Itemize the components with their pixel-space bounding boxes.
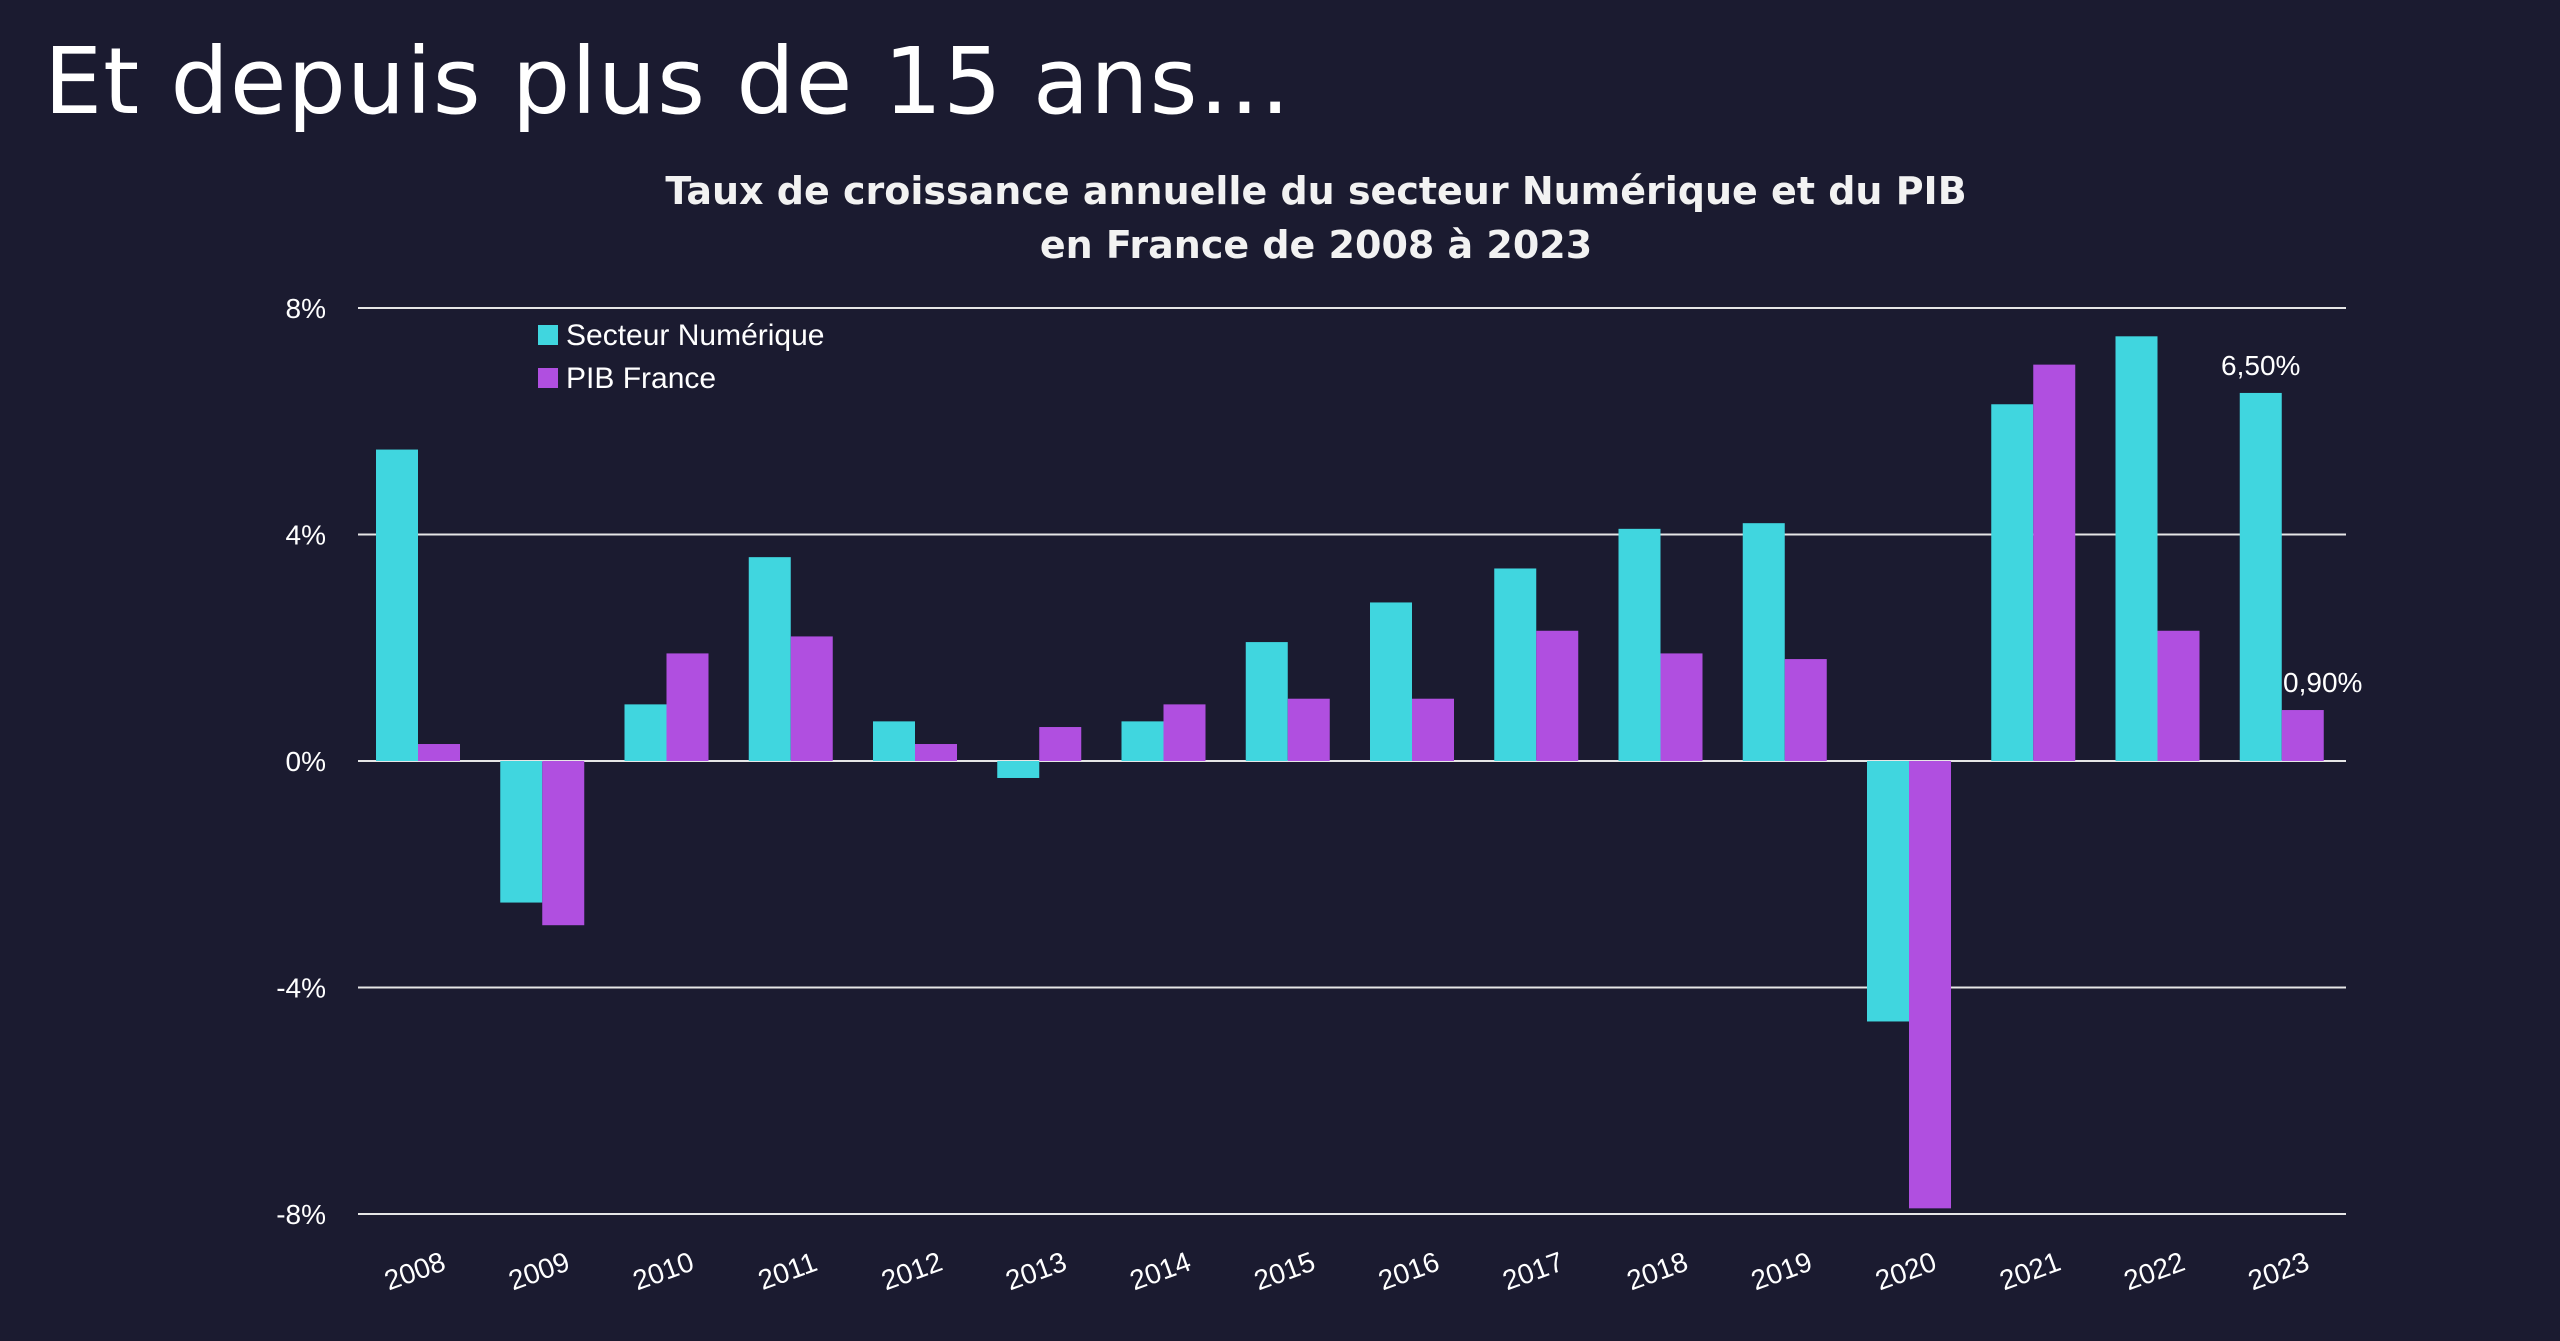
bar-pib-2020 — [1909, 761, 1951, 1209]
bars — [376, 336, 2324, 1209]
bar-numerique-2020 — [1867, 761, 1909, 1022]
bar-pib-2011 — [790, 636, 833, 761]
bar-numerique-2015 — [1245, 642, 1288, 761]
legend: Secteur Numérique PIB France — [538, 319, 824, 395]
bar-numerique-2014 — [1121, 721, 1164, 761]
x-tick-label: 2015 — [1250, 1246, 1319, 1296]
bar-numerique-2013 — [997, 761, 1040, 778]
bar-pib-2018 — [1660, 653, 1703, 761]
bar-pib-2019 — [1784, 659, 1827, 761]
bar-pib-2015 — [1287, 698, 1330, 761]
x-tick-label: 2014 — [1126, 1246, 1195, 1296]
legend-label: PIB France — [566, 362, 716, 395]
bar-pib-2013 — [1039, 727, 1082, 761]
y-tick-label: 0% — [286, 746, 326, 777]
data-label: 6,50% — [2221, 350, 2300, 381]
y-tick-label: -4% — [276, 973, 326, 1004]
y-axis: 8% 4% 0% -4% -8% — [276, 293, 326, 1230]
x-axis: 2008 2009 2010 2011 2012 2013 2014 2015 2016 2017… — [380, 1246, 2313, 1296]
x-tick-label: 2023 — [2244, 1246, 2313, 1296]
chart-title-line-2: en France de 2008 à 2023 — [1040, 223, 1592, 267]
bar-numerique-2019 — [1742, 523, 1785, 761]
y-tick-label: 4% — [286, 520, 326, 551]
bar-numerique-2023 — [2239, 392, 2282, 761]
legend-swatch — [538, 368, 558, 388]
y-tick-label: -8% — [276, 1199, 326, 1230]
y-tick-label: 8% — [286, 293, 326, 324]
x-tick-label: 2019 — [1747, 1246, 1816, 1296]
data-label: 0,90% — [2283, 667, 2362, 698]
bar-numerique-2022 — [2115, 336, 2158, 761]
bar-numerique-2012 — [873, 721, 915, 761]
x-tick-label: 2008 — [380, 1246, 449, 1296]
x-tick-label: 2016 — [1374, 1246, 1443, 1296]
bar-pib-2014 — [1163, 704, 1206, 761]
x-tick-label: 2017 — [1498, 1246, 1567, 1296]
bar-numerique-2010 — [624, 704, 667, 761]
x-tick-label: 2018 — [1623, 1246, 1692, 1296]
bar-numerique-2008 — [376, 449, 418, 761]
x-tick-label: 2021 — [1995, 1246, 2064, 1296]
bar-numerique-2021 — [1991, 404, 2034, 761]
x-tick-label: 2020 — [1871, 1246, 1940, 1296]
bar-pib-2012 — [915, 744, 957, 761]
bar-pib-2010 — [666, 653, 709, 761]
bar-numerique-2011 — [748, 557, 791, 761]
bar-pib-2022 — [2157, 630, 2200, 761]
x-tick-label: 2011 — [754, 1246, 821, 1296]
x-tick-label: 2013 — [1001, 1246, 1070, 1296]
bar-numerique-2009 — [500, 761, 543, 903]
bar-numerique-2017 — [1494, 568, 1537, 761]
bar-pib-2017 — [1536, 630, 1579, 761]
x-tick-label: 2012 — [877, 1246, 946, 1296]
legend-label: Secteur Numérique — [566, 319, 824, 352]
data-labels: 6,50% 0,90% — [2221, 350, 2362, 698]
bar-numerique-2018 — [1618, 528, 1661, 761]
bar-pib-2021 — [2033, 364, 2076, 761]
x-tick-label: 2022 — [2120, 1246, 2189, 1296]
legend-swatch — [538, 325, 558, 345]
bar-numerique-2016 — [1370, 602, 1412, 761]
x-tick-label: 2010 — [629, 1246, 698, 1296]
chart-title-line-1: Taux de croissance annuelle du secteur N… — [665, 169, 1966, 213]
bar-pib-2008 — [418, 744, 460, 761]
x-tick-label: 2009 — [504, 1246, 573, 1296]
bar-pib-2023 — [2281, 710, 2324, 761]
bar-pib-2016 — [1412, 698, 1454, 761]
slide-title: Et depuis plus de 15 ans… — [44, 28, 1292, 135]
bar-pib-2009 — [542, 761, 585, 926]
